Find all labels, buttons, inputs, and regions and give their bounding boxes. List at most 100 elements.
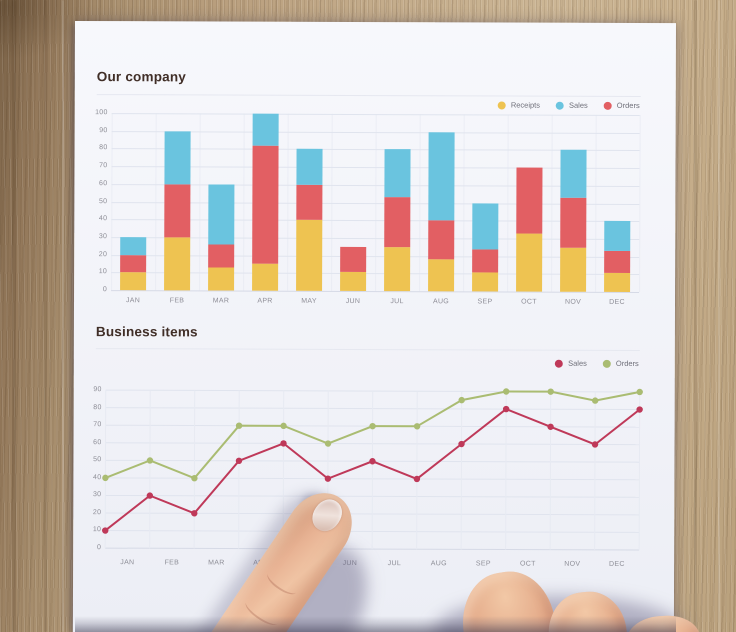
data-point-orders bbox=[235, 422, 243, 429]
bar-segment-receipts bbox=[384, 246, 411, 292]
y-tick-label: 70 bbox=[99, 162, 108, 170]
bar-segment-receipts bbox=[604, 272, 631, 292]
data-point-orders bbox=[547, 388, 554, 395]
x-tick-label: JUL bbox=[387, 560, 402, 568]
wood-grain-streak bbox=[12, 0, 16, 632]
bar-segment-receipts bbox=[164, 237, 191, 291]
y-tick-label: 30 bbox=[98, 232, 108, 241]
bar-segment-orders bbox=[604, 251, 631, 273]
x-tick-label: JAN bbox=[120, 559, 135, 567]
legend-business-items: Sales Orders bbox=[555, 359, 639, 368]
sales-legend-dot-icon bbox=[555, 359, 564, 368]
y-tick-label: 80 bbox=[99, 144, 108, 152]
bar-segment-orders bbox=[516, 167, 543, 234]
wood-grain-streak bbox=[718, 0, 720, 632]
x-tick-label: DEC bbox=[609, 560, 625, 568]
y-tick-label: 90 bbox=[99, 126, 108, 134]
bar-segment-receipts bbox=[340, 271, 367, 292]
title-divider bbox=[96, 94, 641, 97]
chart-title-business-items: Business items bbox=[95, 324, 198, 340]
data-point-sales bbox=[324, 475, 332, 482]
data-point-orders bbox=[324, 440, 332, 447]
gridline-vertical bbox=[193, 390, 196, 549]
legend-item-receipts: Receipts bbox=[497, 100, 540, 110]
gridline-vertical bbox=[238, 390, 240, 549]
data-point-orders bbox=[369, 422, 376, 430]
bar-segment-sales bbox=[208, 184, 235, 245]
y-tick-label: 0 bbox=[96, 544, 102, 552]
gridline-vertical bbox=[104, 390, 107, 549]
gridline-vertical bbox=[371, 391, 374, 550]
data-point-sales bbox=[591, 441, 599, 448]
data-point-orders bbox=[503, 388, 510, 395]
data-point-orders bbox=[146, 457, 154, 464]
chart-title-our-company: Our company bbox=[96, 69, 187, 85]
gridline-vertical bbox=[460, 391, 463, 550]
x-tick-label: OCT bbox=[521, 298, 537, 306]
bar-segment-orders bbox=[428, 220, 455, 260]
orders-legend-dot-icon bbox=[603, 101, 612, 110]
x-tick-label: DEC bbox=[609, 298, 625, 306]
x-tick-label: OCT bbox=[520, 560, 536, 568]
legend-item-orders: Orders bbox=[603, 101, 640, 110]
x-tick-label: MAY bbox=[301, 297, 317, 305]
x-tick-label: JUL bbox=[390, 298, 404, 306]
data-point-sales bbox=[458, 440, 465, 448]
y-tick-label: 20 bbox=[98, 250, 108, 258]
bar-segment-orders bbox=[208, 244, 235, 268]
data-point-orders bbox=[413, 423, 421, 430]
y-tick-label: 80 bbox=[93, 403, 102, 411]
y-tick-label: 100 bbox=[95, 109, 108, 117]
x-tick-label: APR bbox=[257, 297, 273, 305]
data-point-sales bbox=[413, 475, 421, 483]
legend-label: Orders bbox=[615, 358, 639, 368]
x-tick-label: AUG bbox=[430, 560, 447, 568]
legend-item-sales: Sales bbox=[555, 359, 587, 368]
legend-item-orders: Orders bbox=[602, 358, 639, 368]
x-tick-label: MAR bbox=[208, 559, 225, 567]
bar-segment-sales bbox=[560, 150, 587, 198]
bar-segment-sales bbox=[120, 237, 147, 255]
paper-sheet: Our company Receipts Sales Orders Busine… bbox=[72, 21, 676, 632]
bar-segment-sales bbox=[428, 131, 455, 221]
orders-legend-dot-icon bbox=[602, 359, 611, 368]
data-point-orders bbox=[636, 388, 643, 396]
sales-legend-dot-icon bbox=[556, 101, 565, 110]
data-point-orders bbox=[591, 397, 599, 404]
bar-segment-receipts bbox=[472, 271, 499, 292]
bar-segment-orders bbox=[560, 197, 587, 248]
x-tick-label: SEP bbox=[475, 560, 491, 568]
bar-segment-receipts bbox=[252, 264, 279, 291]
bar-segment-orders bbox=[164, 184, 191, 238]
gridline-vertical bbox=[594, 391, 596, 550]
data-point-sales bbox=[235, 457, 243, 464]
bar-segment-orders bbox=[340, 246, 367, 272]
wood-grain-streak bbox=[62, 0, 64, 632]
legend-item-sales: Sales bbox=[556, 101, 588, 110]
data-point-sales bbox=[146, 492, 154, 499]
data-point-orders bbox=[458, 396, 465, 404]
line-plot bbox=[102, 388, 643, 551]
gridline-vertical bbox=[549, 391, 552, 550]
data-point-sales bbox=[280, 440, 287, 447]
legend-label: Sales bbox=[568, 358, 587, 368]
legend-label: Sales bbox=[569, 100, 588, 110]
y-tick-label: 90 bbox=[93, 386, 102, 394]
data-point-sales bbox=[502, 405, 510, 413]
x-tick-label: MAR bbox=[212, 297, 230, 305]
y-tick-label: 50 bbox=[93, 456, 102, 464]
y-tick-label: 10 bbox=[92, 526, 102, 534]
gridline-vertical bbox=[638, 391, 641, 550]
bar-segment-receipts bbox=[208, 267, 235, 291]
title-divider bbox=[95, 348, 640, 351]
bar-segment-sales bbox=[604, 221, 631, 252]
bar-segment-sales bbox=[384, 149, 411, 198]
y-tick-label: 0 bbox=[102, 286, 108, 294]
data-point-sales bbox=[636, 406, 643, 413]
wood-grain-streak bbox=[44, 0, 47, 632]
bar-segment-orders bbox=[252, 145, 279, 265]
bar-segment-receipts bbox=[296, 219, 323, 291]
bar-segment-orders bbox=[296, 184, 323, 221]
bar-segment-sales bbox=[296, 149, 323, 185]
